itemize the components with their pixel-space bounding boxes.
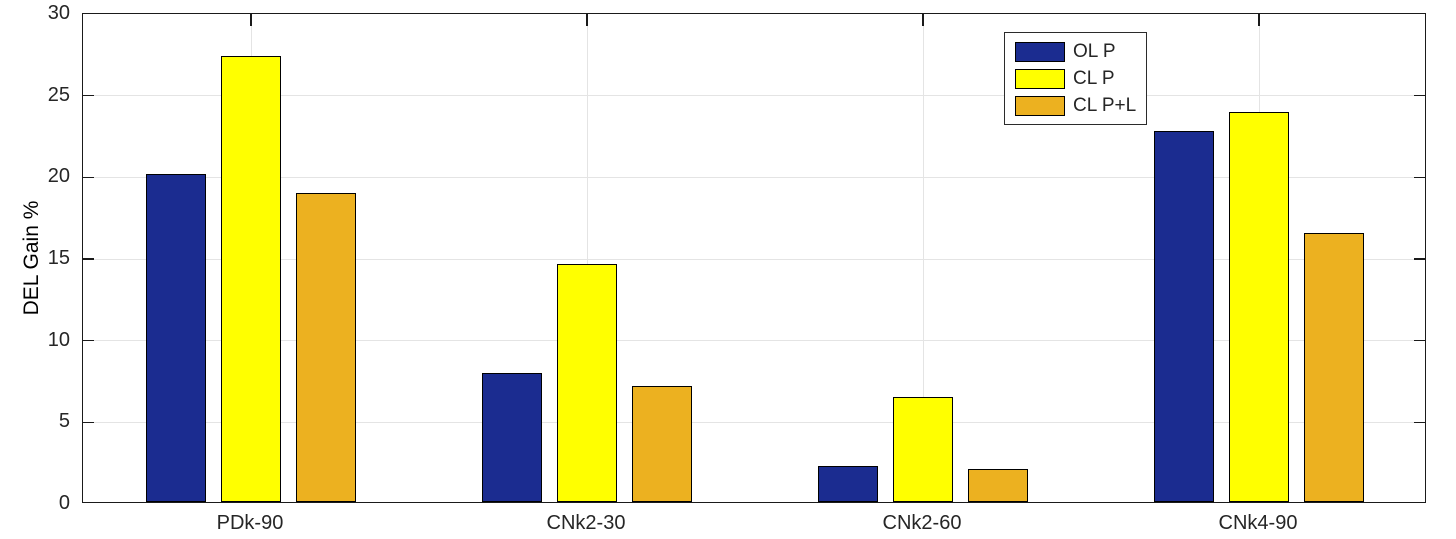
y-tick-label: 15 [47, 247, 70, 269]
y-tick-right [1414, 339, 1425, 342]
bar-ol-p-cnk4-90 [1154, 131, 1214, 502]
y-tick-label: 25 [47, 83, 70, 106]
y-tick-left [83, 176, 94, 179]
plot-area: OL P CL P CL P+L [82, 13, 1426, 503]
legend-item: CL P [1015, 68, 1136, 89]
y-tick-label: 5 [58, 410, 70, 433]
x-tick-top [922, 14, 924, 26]
y-tick-right [1414, 258, 1425, 260]
bar-ol-p-pdk-90 [146, 173, 206, 502]
bar-cl-p-pdk-90 [221, 56, 281, 502]
x-tick-top [1258, 14, 1260, 26]
x-tick-top [586, 14, 588, 26]
legend-item: OL P [1015, 41, 1136, 62]
y-tick-left [83, 339, 94, 342]
bar-ol-p-cnk2-30 [482, 372, 542, 502]
x-gridline [922, 14, 924, 502]
y-tick-left [83, 94, 94, 97]
legend-label: CL P+L [1073, 95, 1137, 116]
bar-cl-p-l-pdk-90 [296, 193, 356, 502]
bar-ol-p-cnk2-60 [818, 466, 878, 502]
x-tick-top [250, 14, 252, 26]
y-tick-right [1414, 94, 1425, 97]
legend-swatch [1015, 95, 1065, 116]
y-tick-label: 30 [47, 2, 70, 24]
y-gridline [83, 95, 1425, 97]
x-gridline [586, 14, 588, 502]
legend-swatch [1015, 41, 1065, 62]
x-tick-label: CNk4-90 [1218, 512, 1298, 534]
x-tick-label: CNk2-60 [882, 512, 962, 534]
y-tick-label: 20 [47, 165, 70, 188]
y-tick-right [1414, 176, 1425, 179]
bar-cl-p-cnk2-30 [557, 263, 617, 502]
y-tick-right [1414, 421, 1425, 424]
x-tick-label: CNk2-30 [546, 512, 626, 534]
legend-swatch [1015, 68, 1065, 89]
bar-cl-p-l-cnk2-30 [632, 386, 692, 502]
y-gridline [83, 340, 1425, 342]
y-tick-left [83, 421, 94, 424]
bar-cl-p-l-cnk2-60 [968, 469, 1028, 502]
bar-cl-p-cnk4-90 [1229, 111, 1289, 502]
x-tick-label: PDk-90 [216, 512, 284, 534]
legend: OL P CL P CL P+L [1004, 32, 1148, 125]
legend-label: CL P [1073, 68, 1115, 89]
y-gridline [83, 421, 1425, 423]
bar-cl-p-cnk2-60 [893, 397, 953, 502]
legend-item: CL P+L [1015, 95, 1136, 116]
bar-cl-p-l-cnk4-90 [1304, 232, 1364, 502]
y-gridline [83, 258, 1425, 260]
y-gridline [83, 176, 1425, 178]
y-tick-left [83, 258, 94, 260]
legend-label: OL P [1073, 41, 1116, 62]
y-tick-label: 0 [58, 492, 70, 514]
y-tick-label: 10 [47, 328, 70, 351]
